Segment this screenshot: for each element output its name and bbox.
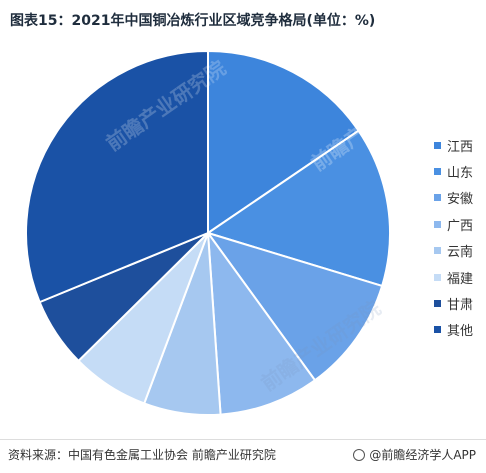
legend-swatch bbox=[434, 300, 441, 308]
pie-slice-0 bbox=[207, 49, 360, 235]
legend-item: 其他 bbox=[434, 317, 473, 343]
legend-item: 甘肃 bbox=[434, 290, 473, 316]
legend-label: 福建 bbox=[447, 271, 474, 287]
legend-swatch bbox=[434, 141, 441, 149]
legend-label: 山东 bbox=[447, 166, 474, 182]
legend-swatch bbox=[434, 168, 441, 176]
legend-item: 云南 bbox=[434, 238, 473, 264]
legend-label: 其他 bbox=[447, 324, 474, 340]
legend-item: 广西 bbox=[434, 211, 473, 237]
pie-slice-1 bbox=[205, 129, 391, 288]
legend-item: 安徽 bbox=[434, 185, 473, 211]
legend-swatch bbox=[434, 194, 441, 202]
legend-label: 广西 bbox=[447, 218, 474, 234]
legend-swatch bbox=[434, 273, 441, 281]
credit-text: @前瞻经济学人APP bbox=[369, 448, 476, 462]
legend-item: 江西 bbox=[434, 132, 473, 158]
footer-divider bbox=[0, 439, 486, 440]
legend-label: 安徽 bbox=[447, 192, 474, 208]
legend-label: 云南 bbox=[447, 245, 474, 261]
credit: @前瞻经济学人APP bbox=[353, 446, 476, 463]
pie-slice-3 bbox=[206, 229, 317, 416]
legend-swatch bbox=[434, 220, 441, 228]
legend-label: 甘肃 bbox=[447, 298, 474, 314]
pie-slice-2 bbox=[205, 231, 384, 382]
legend: 江西山东安徽广西云南福建甘肃其他 bbox=[434, 132, 473, 343]
legend-item: 福建 bbox=[434, 264, 473, 290]
source-note: 资料来源：中国有色金属工业协会 前瞻产业研究院 bbox=[8, 448, 276, 462]
brand-logo-icon bbox=[353, 448, 366, 461]
pie-slice-7 bbox=[25, 49, 209, 304]
chart-title: 图表15：2021年中国铜冶炼行业区域竞争格局(单位：%) bbox=[10, 13, 376, 29]
legend-label: 江西 bbox=[447, 139, 474, 155]
legend-item: 山东 bbox=[434, 158, 473, 184]
legend-swatch bbox=[434, 326, 441, 334]
legend-swatch bbox=[434, 247, 441, 255]
